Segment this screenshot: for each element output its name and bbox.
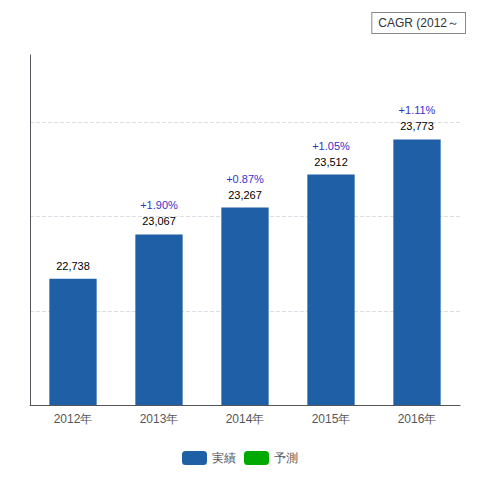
- svg-text:22,738: 22,738: [56, 260, 90, 272]
- svg-text:23,773: 23,773: [400, 120, 434, 132]
- svg-text:23,512: 23,512: [314, 156, 348, 168]
- svg-text:2012年: 2012年: [54, 412, 93, 426]
- svg-text:予測: 予測: [274, 451, 298, 465]
- svg-text:2016年: 2016年: [398, 412, 437, 426]
- svg-text:+1.90%: +1.90%: [140, 199, 178, 211]
- svg-text:+1.11%: +1.11%: [399, 104, 436, 116]
- svg-text:2014年: 2014年: [226, 412, 265, 426]
- svg-text:23,267: 23,267: [228, 189, 262, 201]
- svg-text:2015年: 2015年: [312, 412, 351, 426]
- svg-text:23,067: 23,067: [142, 215, 176, 227]
- svg-text:+1.05%: +1.05%: [312, 140, 350, 152]
- svg-text:実績: 実績: [212, 451, 236, 465]
- svg-text:2013年: 2013年: [140, 412, 179, 426]
- svg-text:CAGR (2012～: CAGR (2012～: [378, 16, 459, 30]
- svg-text:+0.87%: +0.87%: [226, 173, 264, 185]
